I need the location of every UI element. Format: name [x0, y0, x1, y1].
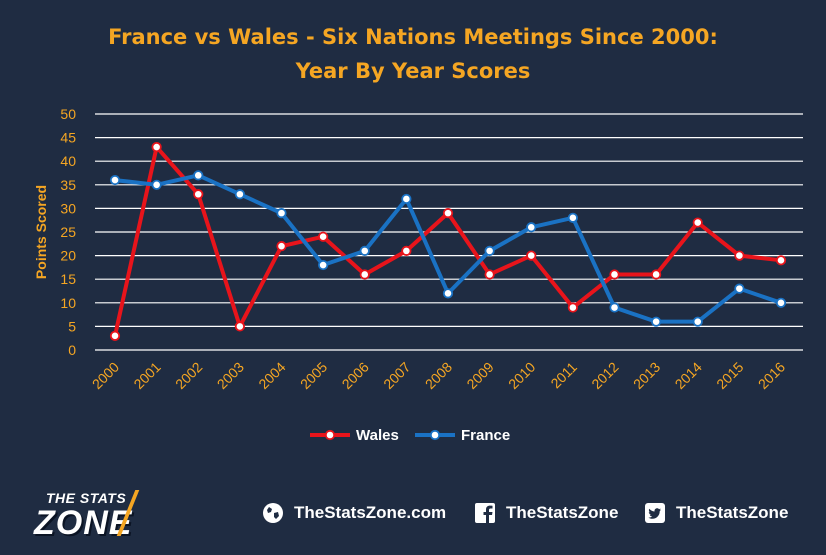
data-point-wales	[484, 269, 495, 280]
data-point-france	[734, 283, 745, 294]
twitter-link[interactable]: TheStatsZone	[644, 500, 788, 526]
y-tick-label: 10	[60, 295, 76, 311]
y-tick-label: 45	[60, 130, 76, 146]
data-point-france	[567, 212, 578, 223]
series-lines	[109, 141, 787, 341]
data-point-france	[775, 297, 787, 308]
data-point-wales	[401, 245, 412, 256]
data-point-wales	[234, 321, 245, 332]
x-tick-label: 2007	[380, 359, 413, 392]
stats-zone-logo: THE STATS ZONE	[32, 486, 182, 544]
facebook-text: TheStatsZone	[506, 503, 619, 522]
facebook-link[interactable]: TheStatsZone	[474, 500, 618, 526]
website-text: TheStatsZone.com	[294, 503, 447, 522]
x-tick-label: 2006	[339, 359, 372, 392]
x-tick-label: 2005	[297, 359, 330, 392]
data-point-france	[651, 316, 662, 327]
logo-top-text: THE STATS	[46, 490, 127, 506]
y-tick-label: 25	[60, 224, 76, 240]
y-axis-ticks: 0 5 10 15 20 25 30 35 40 45 50	[60, 106, 76, 358]
y-tick-label: 20	[60, 248, 76, 264]
data-point-france	[193, 170, 204, 181]
legend-label: Wales	[356, 427, 399, 444]
legend: Wales France	[310, 427, 510, 444]
x-tick-label: 2015	[713, 359, 746, 392]
data-point-france	[276, 208, 287, 219]
footer: THE STATS ZONE TheStatsZone.com TheStats…	[0, 480, 826, 555]
gridlines	[95, 113, 803, 351]
x-axis-ticks: 2000 2001 2002 2003 2004 2005 2006 2007 2008 2009…	[89, 359, 788, 392]
x-tick-label: 2000	[89, 359, 122, 392]
facebook-icon	[474, 502, 496, 524]
x-tick-label: 2014	[672, 359, 705, 392]
y-tick-label: 50	[60, 106, 76, 122]
data-point-wales	[651, 269, 662, 280]
chart-title: France vs Wales - Six Nations Meetings S…	[108, 25, 718, 49]
y-tick-label: 0	[68, 342, 76, 358]
data-point-france	[151, 179, 162, 190]
data-point-wales	[526, 250, 537, 261]
twitter-text: TheStatsZone	[676, 503, 789, 522]
data-point-wales	[609, 269, 620, 280]
data-point-wales	[359, 269, 370, 280]
legend-marker	[324, 429, 336, 441]
x-tick-label: 2008	[422, 359, 455, 392]
data-point-france	[109, 174, 121, 186]
data-point-france	[359, 245, 370, 256]
y-tick-label: 30	[60, 200, 76, 216]
x-tick-label: 2001	[130, 359, 163, 392]
data-point-wales	[775, 255, 787, 266]
data-point-france	[692, 316, 703, 327]
data-point-wales	[276, 241, 287, 252]
x-tick-label: 2009	[463, 359, 496, 392]
logo-main-text: ZONE	[34, 504, 133, 542]
data-point-france	[484, 245, 495, 256]
x-tick-label: 2013	[630, 359, 663, 392]
x-tick-label: 2012	[588, 359, 621, 392]
y-tick-label: 40	[60, 153, 76, 169]
legend-item-wales: Wales	[310, 427, 399, 444]
legend-item-france: France	[415, 427, 510, 444]
data-point-france	[234, 189, 245, 200]
data-point-wales	[442, 208, 454, 219]
data-point-wales	[567, 302, 578, 313]
twitter-icon	[644, 502, 666, 524]
y-tick-label: 15	[60, 271, 76, 287]
x-tick-label: 2003	[214, 359, 247, 392]
x-tick-label: 2004	[255, 359, 288, 392]
data-point-wales	[734, 250, 745, 261]
data-point-wales	[193, 189, 204, 200]
series-wales	[109, 141, 787, 341]
data-point-wales	[151, 141, 162, 153]
y-tick-label: 35	[60, 177, 76, 193]
y-tick-label: 5	[68, 318, 76, 334]
website-link[interactable]: TheStatsZone.com	[262, 500, 446, 526]
x-tick-label: 2002	[172, 359, 205, 392]
data-point-france	[526, 222, 537, 233]
x-tick-label: 2010	[505, 359, 538, 392]
y-axis-label: Points Scored	[33, 185, 49, 279]
x-tick-label: 2016	[755, 359, 788, 392]
globe-icon	[262, 502, 284, 524]
legend-marker	[429, 429, 441, 441]
data-point-france	[609, 302, 620, 313]
x-tick-label: 2011	[547, 359, 580, 392]
chart: France vs Wales - Six Nations Meetings S…	[33, 25, 803, 444]
data-point-wales	[692, 217, 703, 228]
data-point-france	[318, 259, 329, 271]
legend-label: France	[461, 427, 510, 444]
data-point-france	[442, 288, 454, 299]
data-point-france	[401, 193, 412, 205]
data-point-wales	[109, 330, 121, 341]
data-point-wales	[318, 231, 329, 242]
series-france	[109, 170, 787, 327]
series-line-wales	[113, 145, 783, 338]
chart-subtitle: Year By Year Scores	[295, 59, 531, 83]
